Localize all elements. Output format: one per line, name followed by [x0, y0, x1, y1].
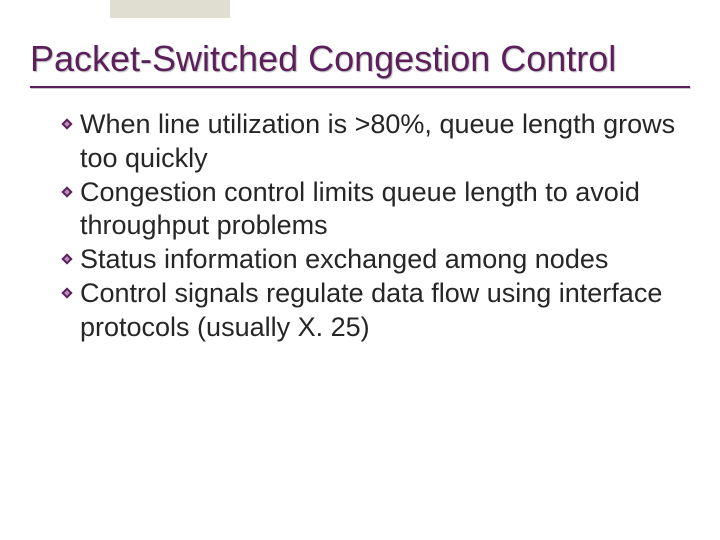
diamond-bullet-icon — [60, 108, 78, 140]
body-content: When line utilization is >80%, queue len… — [30, 108, 690, 344]
top-decoration-bar — [110, 0, 230, 18]
slide-title: Packet-Switched Congestion Control — [30, 38, 690, 80]
list-item: Status information exchanged among nodes — [60, 243, 690, 277]
list-item: Congestion control limits queue length t… — [60, 176, 690, 244]
bullet-text: Status information exchanged among nodes — [80, 243, 608, 277]
slide-container: Packet-Switched Congestion Control When … — [0, 0, 720, 540]
diamond-bullet-icon — [60, 277, 78, 309]
bullet-text: Congestion control limits queue length t… — [80, 176, 690, 244]
title-block: Packet-Switched Congestion Control — [30, 38, 690, 88]
list-item: When line utilization is >80%, queue len… — [60, 108, 690, 176]
title-underline — [30, 86, 690, 88]
diamond-bullet-icon — [60, 176, 78, 208]
bullet-text: Control signals regulate data flow using… — [80, 277, 690, 345]
bullet-text: When line utilization is >80%, queue len… — [80, 108, 690, 176]
diamond-bullet-icon — [60, 243, 78, 275]
list-item: Control signals regulate data flow using… — [60, 277, 690, 345]
